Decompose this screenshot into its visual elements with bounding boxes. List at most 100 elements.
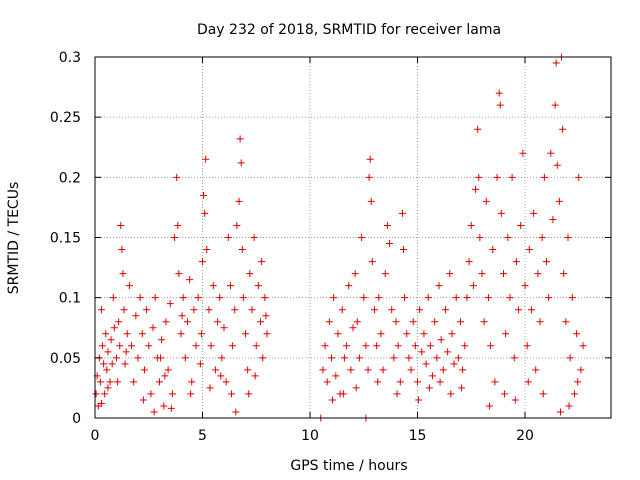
y-tick-labels: 0 0.05 0.1 0.15 0.2 0.25 0.3 [50,50,81,427]
data-point [439,366,447,374]
data-point [214,318,222,326]
data-point [396,378,404,386]
data-point [517,221,525,229]
data-point [259,354,267,362]
data-point [538,234,546,241]
data-point [555,197,563,205]
data-point [547,149,555,157]
data-point [500,270,507,278]
data-point [239,294,247,302]
data-point [205,306,213,314]
data-point [175,270,183,278]
data-point [340,354,348,362]
data-point [352,384,360,392]
data-point [414,378,421,386]
data-point [530,209,538,217]
data-point [366,155,374,163]
data-point [418,348,426,356]
data-point [143,306,151,314]
data-point [390,354,398,362]
data-point [448,330,456,338]
data-point [457,318,464,326]
data-point [194,294,202,302]
data-point [489,246,497,254]
data-point [114,378,122,386]
data-point [394,342,402,350]
data-point [486,402,494,410]
data-point [242,330,249,338]
data-point [120,306,128,314]
x-tick-label: 10 [301,428,319,444]
data-point [151,294,159,302]
data-point [375,294,383,302]
data-point [117,221,125,229]
y-tick-label: 0.1 [59,291,81,307]
axis-ticks [94,56,611,419]
data-point [436,378,444,386]
data-point [321,342,329,350]
data-point [426,342,434,350]
data-point [108,360,116,368]
data-point [197,330,205,338]
data-point [429,372,437,380]
data-point [365,173,373,181]
data-point [393,390,401,398]
grid [95,57,611,418]
data-point [574,378,582,386]
data-point [166,300,174,308]
data-point [407,366,415,374]
chart-title: Day 232 of 2018, SRMTID for receiver lam… [197,22,501,38]
data-point [392,318,400,326]
data-point [244,366,252,374]
data-point [553,161,561,169]
data-point [431,318,439,326]
data-point [532,366,540,374]
data-point [171,234,179,241]
data-point [403,330,411,338]
data-point [347,366,355,374]
data-point [447,390,455,398]
x-tick-label: 20 [516,428,534,444]
data-point [556,408,564,416]
data-point [258,258,266,266]
data-point [358,234,366,241]
data-point [96,378,104,386]
data-point [386,240,394,248]
data-point [164,366,172,374]
data-point [540,173,548,181]
data-point [179,294,187,302]
data-point [228,390,236,398]
data-point [160,402,168,410]
data-point [484,294,492,302]
data-point [200,191,208,199]
data-point [211,366,219,374]
data-point [149,324,157,332]
data-point [150,408,158,416]
data-point [373,342,381,350]
data-point [551,101,559,109]
data-point [487,342,495,350]
data-point [206,384,214,392]
data-point [173,173,181,181]
data-point [482,197,490,205]
data-point [368,258,376,266]
data-point [161,372,169,380]
data-point [545,294,553,302]
data-point [231,306,239,314]
data-point [156,378,163,386]
data-point [207,342,215,350]
data-point [235,197,243,205]
data-point [216,294,224,302]
data-point [201,209,209,217]
y-axis-label: SRMTID / TECUs [6,182,22,295]
data-point [97,400,105,408]
data-point [527,306,535,314]
data-point [130,378,138,386]
data-point [381,270,389,278]
data-point [101,390,109,398]
data-point [502,330,510,338]
data-point [446,270,454,278]
data-point [125,282,133,290]
data-point [196,360,204,368]
